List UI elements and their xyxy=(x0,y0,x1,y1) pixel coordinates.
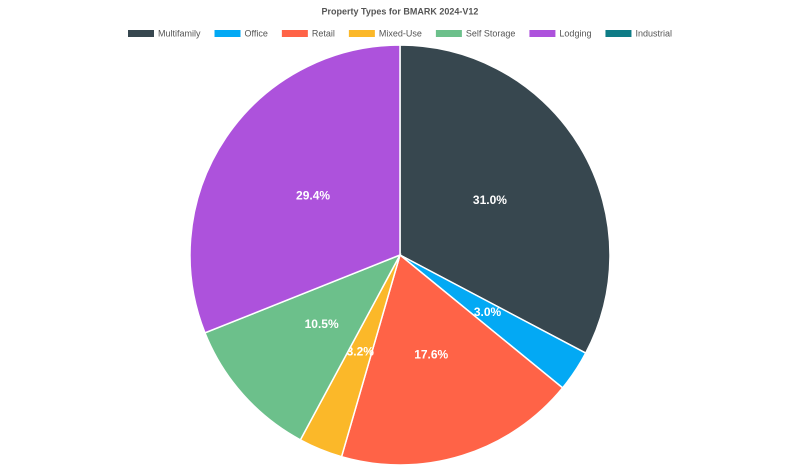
pie-slice xyxy=(399,44,611,355)
legend-swatch xyxy=(214,30,241,37)
legend-swatch xyxy=(605,30,632,37)
pie-slice xyxy=(189,44,401,334)
legend-label: Multifamily xyxy=(158,28,201,38)
legend-swatch xyxy=(435,30,462,37)
legend-label: Lodging xyxy=(559,28,591,38)
chart-title: Property Types for BMARK 2024-V12 xyxy=(322,6,479,16)
data-label: 3.0% xyxy=(474,305,502,319)
legend-item[interactable]: Multifamily xyxy=(128,28,201,38)
legend-swatch xyxy=(281,30,308,37)
legend-label: Self Storage xyxy=(466,28,516,38)
legend-item[interactable]: Industrial xyxy=(605,28,672,38)
legend-item[interactable]: Self Storage xyxy=(435,28,516,38)
data-label: 17.6% xyxy=(414,347,448,361)
legend-item[interactable]: Office xyxy=(214,28,268,38)
pie-slice xyxy=(203,253,402,441)
pie-slice xyxy=(340,253,564,466)
legend-label: Industrial xyxy=(635,28,672,38)
data-label: 10.5% xyxy=(305,317,339,331)
legend-swatch xyxy=(348,30,375,37)
data-label: 31.0% xyxy=(473,193,507,207)
legend-swatch xyxy=(529,30,556,37)
data-label: 3.2% xyxy=(347,344,375,358)
legend: Multifamily Office Retail Mixed-Use Self Sto… xyxy=(128,28,672,38)
legend-swatch xyxy=(128,30,154,37)
legend-item[interactable]: Mixed-Use xyxy=(348,28,422,38)
legend-label: Retail xyxy=(312,28,335,38)
data-label: 29.4% xyxy=(296,188,330,202)
legend-item[interactable]: Retail xyxy=(281,28,335,38)
legend-label: Office xyxy=(245,28,268,38)
legend-item[interactable]: Lodging xyxy=(529,28,591,38)
legend-label: Mixed-Use xyxy=(379,28,422,38)
